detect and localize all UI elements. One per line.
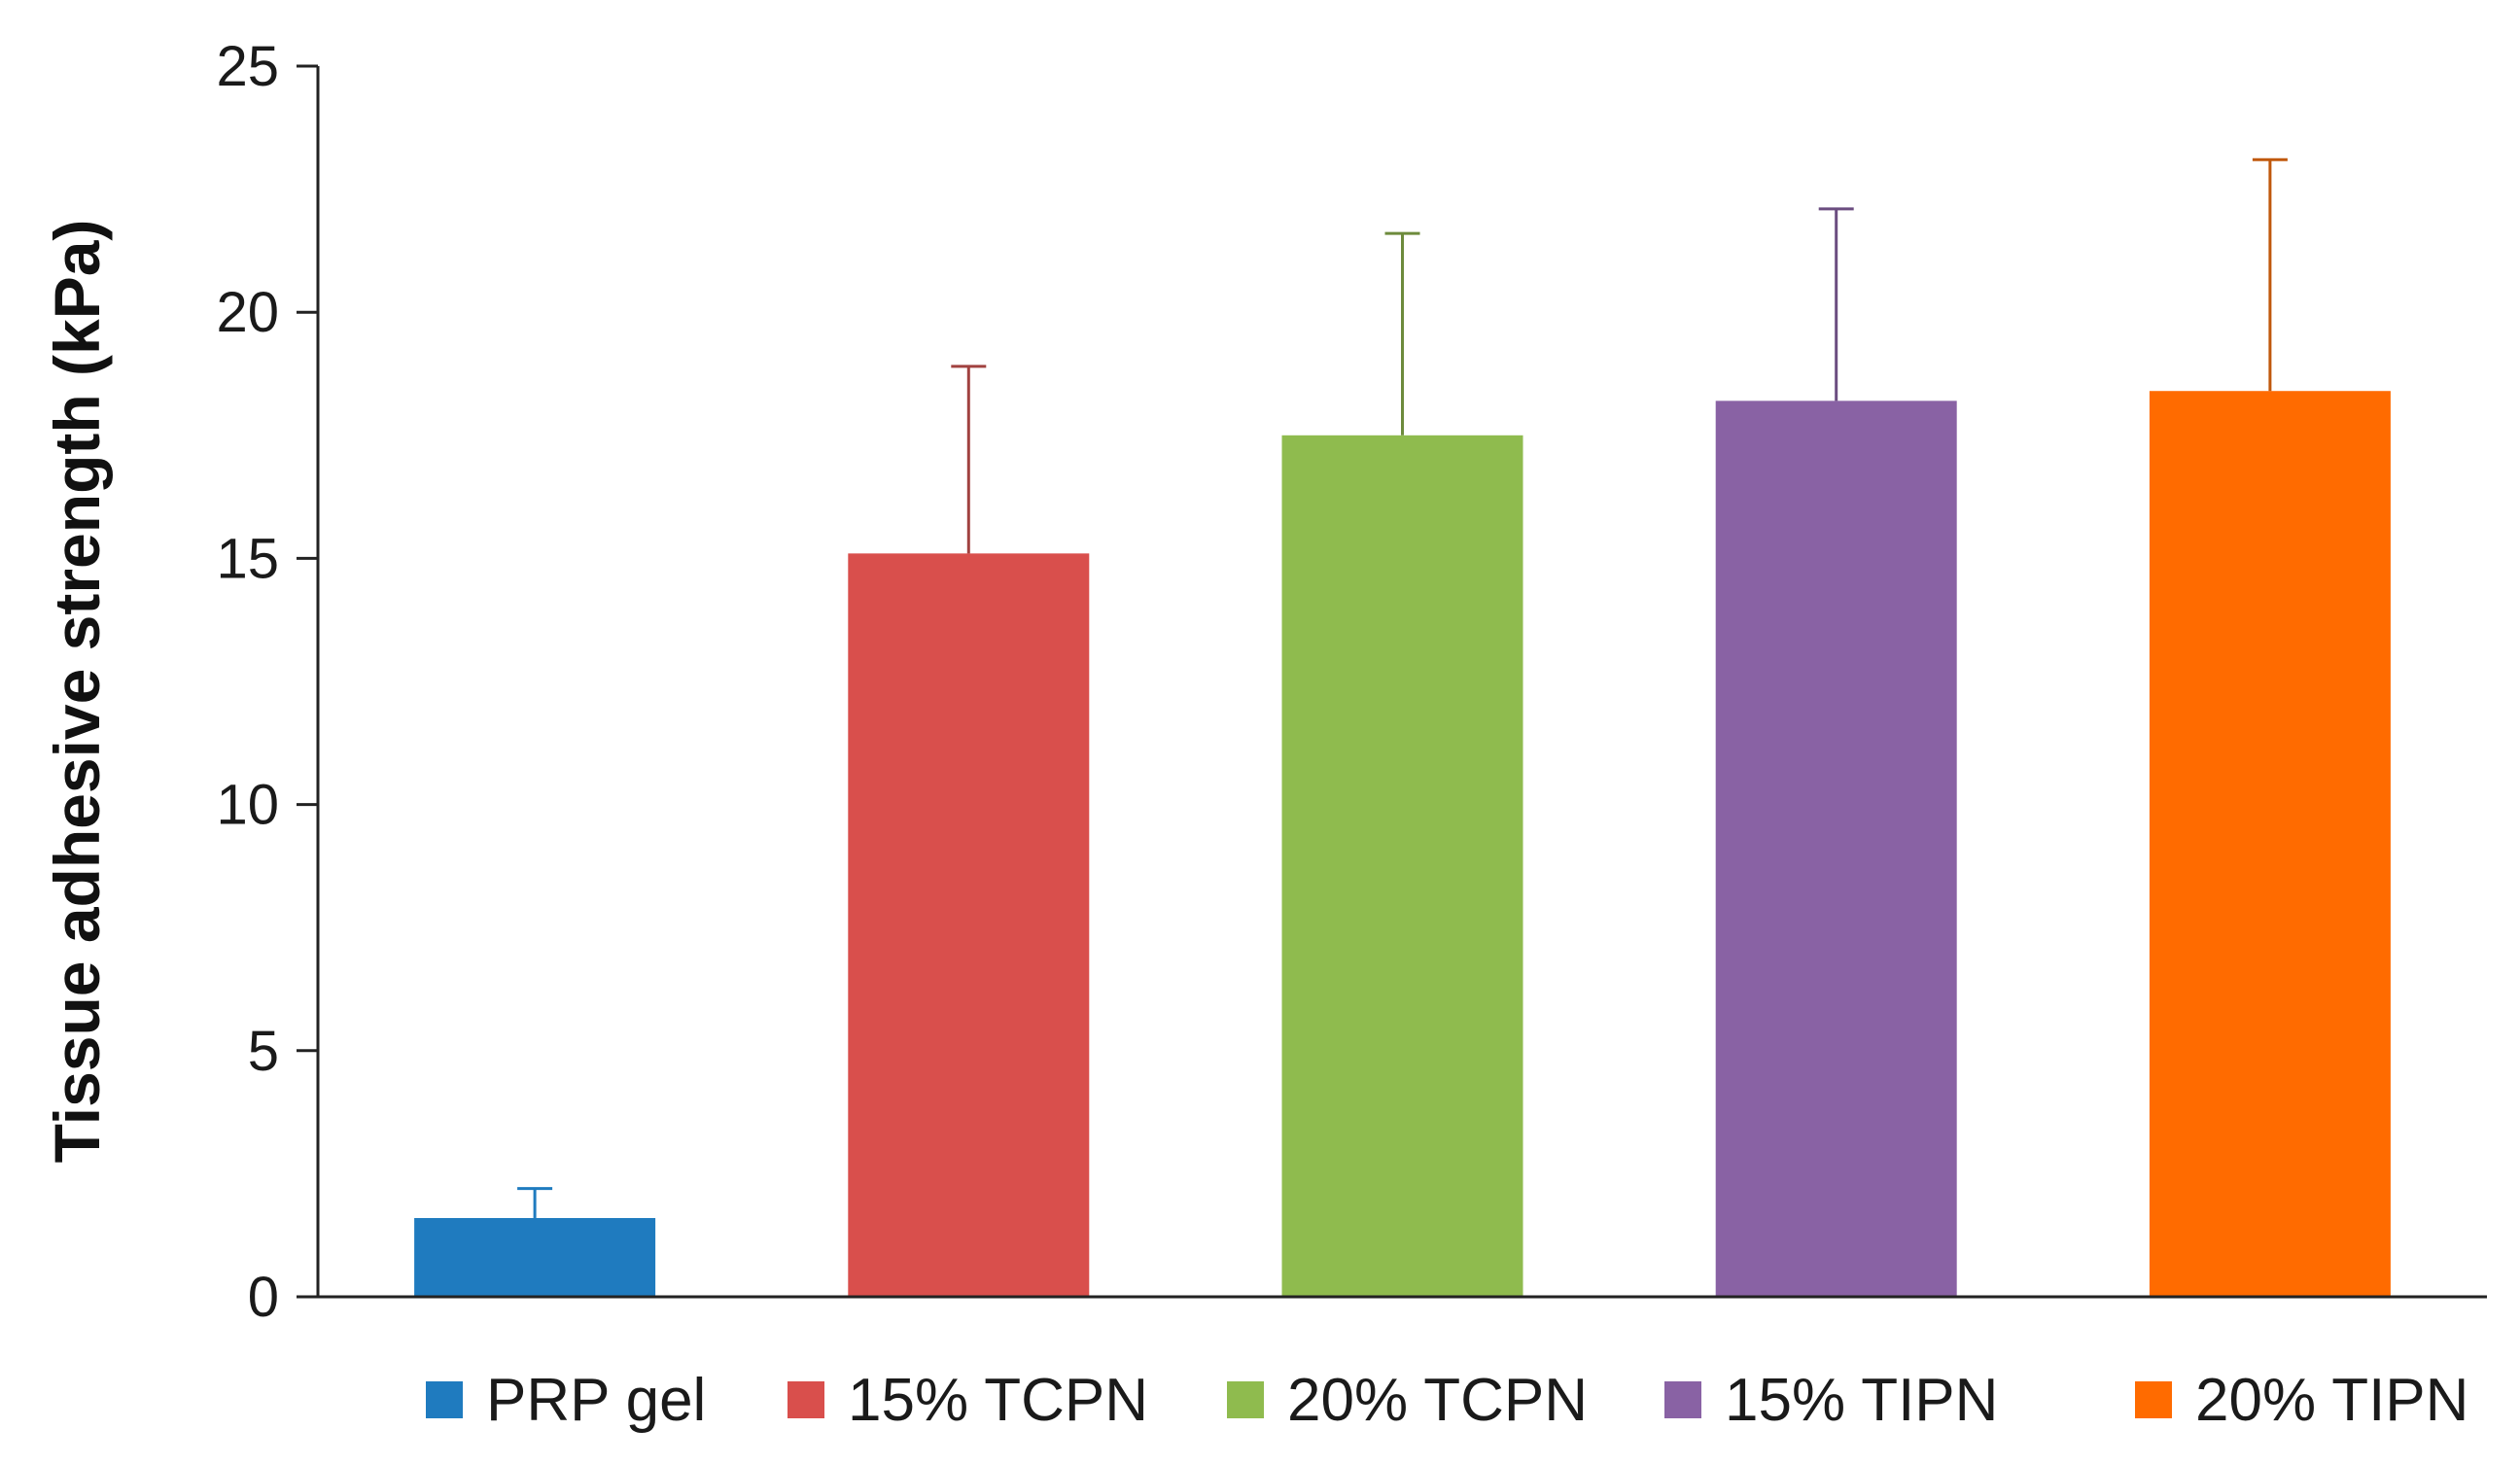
y-tick-label: 10: [216, 774, 279, 837]
legend-swatch: [1227, 1381, 1264, 1418]
bar: [1715, 401, 1957, 1297]
legend-label: 15% TCPN: [848, 1367, 1148, 1434]
legend-swatch: [2135, 1381, 2172, 1418]
legend-label: 15% TIPN: [1725, 1367, 1998, 1434]
legend-swatch: [426, 1381, 463, 1418]
bar: [414, 1217, 656, 1297]
legend-label: PRP gel: [486, 1367, 706, 1434]
y-axis-title: Tissue adhesive strength (kPa): [41, 220, 113, 1164]
legend-label: 20% TIPN: [2195, 1367, 2468, 1434]
y-tick-label: 0: [248, 1266, 279, 1329]
bar: [1281, 435, 1523, 1297]
legend: PRP gel 15% TCPN 20% TCPN 15% TIPN 20% TIPN: [426, 1367, 2468, 1434]
y-tick-label: 25: [216, 35, 279, 98]
y-axis-ticks: 0 5 10 15 20 25: [216, 35, 318, 1329]
y-tick-label: 20: [216, 281, 279, 344]
error-bars: [517, 157, 2288, 1218]
bar: [2149, 391, 2391, 1297]
bar: [848, 553, 1090, 1297]
y-tick-label: 5: [248, 1020, 279, 1083]
y-tick-label: 15: [216, 527, 279, 590]
legend-label: 20% TCPN: [1287, 1367, 1588, 1434]
bars: [414, 391, 2391, 1297]
legend-swatch: [1664, 1381, 1701, 1418]
legend-swatch: [788, 1381, 824, 1418]
